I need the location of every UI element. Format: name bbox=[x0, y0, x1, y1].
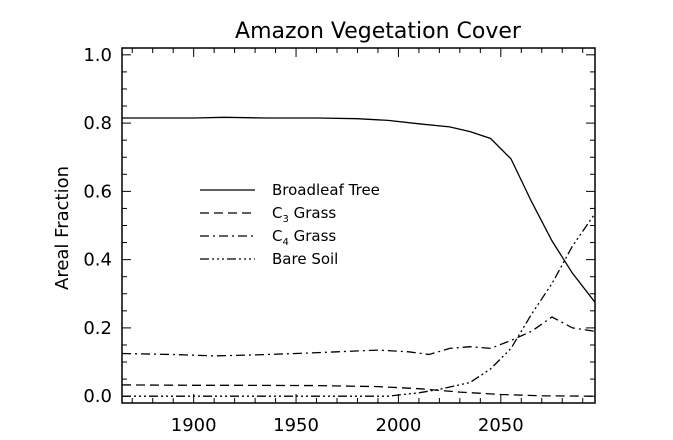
tick-layer: 1900 1950 2000 2050 0.0 0.2 0.4 0.6 0.8 1.0 bbox=[83, 45, 595, 436]
series-layer bbox=[121, 116, 596, 397]
y-tick-label: 0.0 bbox=[83, 386, 112, 407]
legend-label-1: Broadleaf Tree bbox=[272, 181, 380, 199]
y-axis-label: Areal Fraction bbox=[52, 166, 73, 290]
x-tick-label: 2050 bbox=[478, 415, 524, 436]
series-line-3 bbox=[121, 316, 596, 357]
legend-label-4: Bare Soil bbox=[272, 250, 338, 268]
series-line-2 bbox=[121, 384, 596, 397]
series-line-1 bbox=[122, 116, 596, 303]
y-tick-label: 1.0 bbox=[83, 45, 112, 66]
x-tick-label: 1900 bbox=[171, 415, 217, 436]
legend-label-3: C4 Grass bbox=[272, 227, 336, 248]
x-tick-label: 2000 bbox=[376, 415, 422, 436]
chart-title: Amazon Vegetation Cover bbox=[235, 19, 522, 44]
x-tick-label: 1950 bbox=[273, 415, 319, 436]
y-tick-label: 0.6 bbox=[83, 181, 112, 202]
series-line-4 bbox=[122, 213, 596, 397]
y-tick-label: 0.4 bbox=[83, 250, 112, 271]
y-tick-label: 0.8 bbox=[83, 113, 112, 134]
legend-label-2: C3 Grass bbox=[272, 204, 336, 225]
y-tick-label: 0.2 bbox=[83, 318, 112, 339]
plot-frame bbox=[121, 47, 596, 404]
